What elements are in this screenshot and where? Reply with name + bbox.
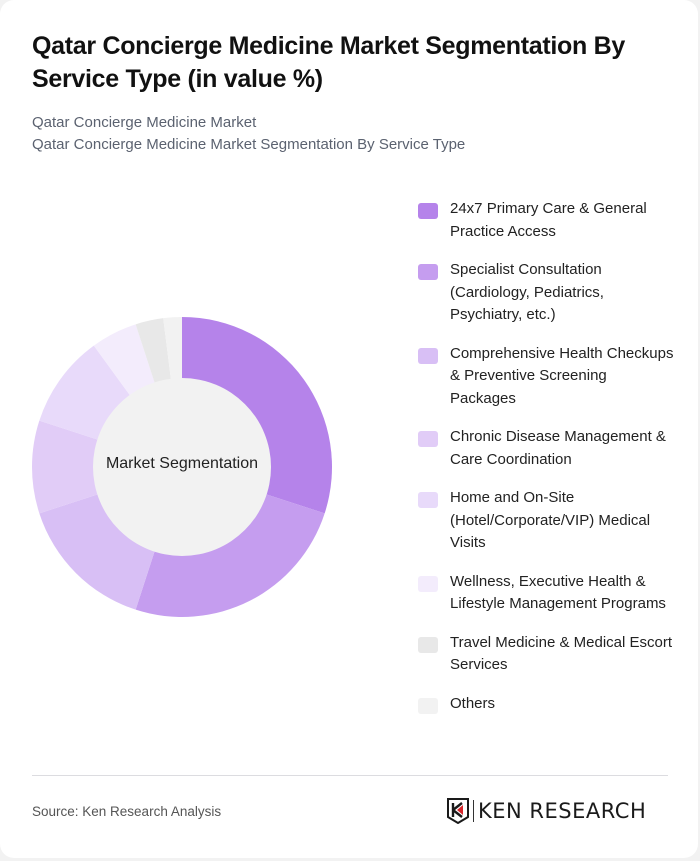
legend-item: Home and On-Site (Hotel/Corporate/VIP) M… (418, 487, 678, 555)
legend-swatch (418, 203, 438, 219)
legend-item: Wellness, Executive Health & Lifestyle M… (418, 571, 678, 616)
legend-swatch (418, 264, 438, 280)
legend-label: Comprehensive Health Checkups & Preventi… (450, 344, 674, 407)
logo-separator (473, 800, 474, 822)
legend-item: Specialist Consultation (Cardiology, Ped… (418, 259, 678, 327)
legend-label: 24x7 Primary Care & General Practice Acc… (450, 200, 647, 240)
legend-item: Travel Medicine & Medical Escort Service… (418, 632, 678, 677)
legend-swatch (418, 492, 438, 508)
source-note: Source: Ken Research Analysis (32, 804, 222, 819)
legend-label: Home and On-Site (Hotel/Corporate/VIP) M… (450, 489, 651, 551)
legend-swatch (418, 575, 438, 592)
legend-swatch (418, 347, 438, 364)
legend-label: Travel Medicine & Medical Escort Service… (450, 633, 673, 674)
footer-divider (32, 775, 668, 776)
subtitle: Qatar Concierge Medicine Market Qatar Co… (32, 112, 465, 156)
legend-label: Wellness, Executive Health & Lifestyle M… (450, 572, 666, 613)
donut-hole (93, 378, 271, 556)
legend-item: Others (418, 693, 678, 716)
legend-swatch (418, 636, 438, 653)
legend-item: 24x7 Primary Care & General Practice Acc… (418, 198, 678, 243)
logo-text: KEN RESEARCH (478, 799, 647, 823)
ken-shield-icon (447, 798, 469, 824)
legend-item: Comprehensive Health Checkups & Preventi… (418, 343, 678, 411)
donut-center-label: Market Segmentation (105, 455, 259, 472)
ken-research-logo: KEN RESEARCH (447, 798, 646, 824)
page-title: Qatar Concierge Medicine Market Segmenta… (32, 32, 626, 93)
legend: 24x7 Primary Care & General Practice Acc… (418, 198, 678, 731)
legend-label: Chronic Disease Management & Care Coordi… (450, 428, 666, 468)
legend-swatch (418, 431, 438, 447)
donut-chart (32, 317, 332, 617)
legend-label: Specialist Consultation (Cardiology, Ped… (450, 261, 604, 323)
subtitle-segmentation: Qatar Concierge Medicine Market Segmenta… (32, 136, 466, 153)
legend-swatch (418, 697, 438, 714)
subtitle-market: Qatar Concierge Medicine Market (32, 114, 257, 131)
legend-label: Others (450, 694, 496, 712)
legend-item: Chronic Disease Management & Care Coordi… (418, 426, 678, 471)
